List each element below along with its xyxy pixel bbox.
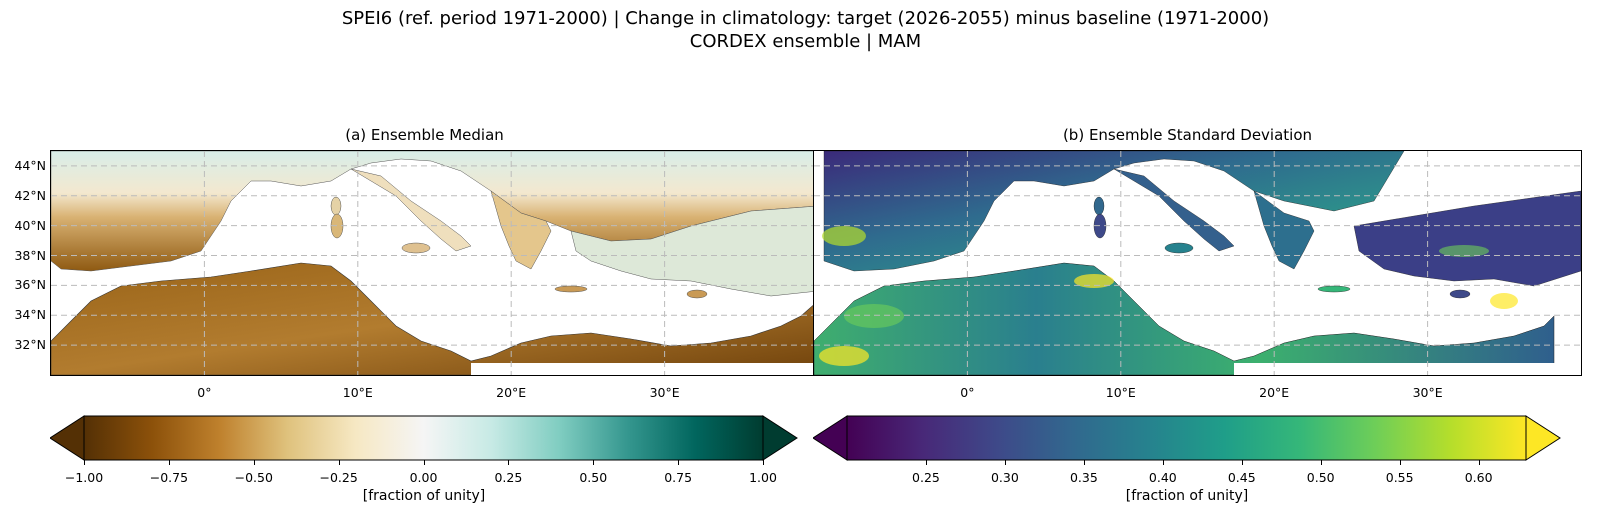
lon-label: 20°E bbox=[496, 385, 527, 400]
lat-label: 36°N bbox=[14, 277, 46, 293]
colorbar-tick-mark bbox=[1083, 460, 1085, 465]
stddev-map[interactable] bbox=[813, 150, 1582, 376]
figure-subtitle: CORDEX ensemble | MAM bbox=[689, 31, 922, 52]
median-map[interactable] bbox=[50, 150, 819, 376]
europe-land bbox=[823, 151, 1405, 272]
sicily bbox=[1164, 242, 1194, 254]
lon-label: 0° bbox=[960, 385, 975, 400]
colorbar-tick-label: −0.25 bbox=[319, 470, 358, 485]
colorbar-tick-mark bbox=[253, 460, 255, 465]
lat-label: 40°N bbox=[14, 217, 46, 233]
lat-label: 44°N bbox=[14, 157, 46, 173]
colorbar-tick-mark bbox=[168, 460, 170, 465]
crete bbox=[1317, 285, 1351, 293]
colorbar-stddev-label: [fraction of unity] bbox=[1125, 488, 1249, 504]
colorbar-stddev bbox=[813, 415, 1561, 461]
figure-title: SPEI6 (ref. period 1971-2000) | Change i… bbox=[341, 8, 1270, 29]
lon-label: 20°E bbox=[1259, 385, 1290, 400]
corsica bbox=[330, 196, 342, 216]
colorbar-median bbox=[50, 415, 798, 461]
colorbar-tick-label: −0.75 bbox=[149, 470, 189, 485]
colorbar-tick-mark bbox=[1162, 460, 1164, 465]
cyprus bbox=[686, 289, 708, 299]
colorbar-tick-label: 0.45 bbox=[1227, 470, 1256, 485]
colorbar-tick-mark bbox=[925, 460, 927, 465]
colorbar-tick-mark bbox=[1004, 460, 1006, 465]
lon-label: 10°E bbox=[1105, 385, 1136, 400]
italy-land bbox=[1113, 168, 1235, 252]
colorbar-tick-mark bbox=[84, 460, 85, 465]
colorbar-tick-label: −1.00 bbox=[64, 470, 104, 485]
lon-label: 10°E bbox=[342, 385, 373, 400]
colorbar-tick-mark bbox=[593, 460, 595, 465]
turkey-land bbox=[1353, 190, 1581, 287]
colorbar-tick-label: 0.25 bbox=[494, 470, 523, 485]
colorbar-tick-label: 0.25 bbox=[912, 470, 940, 485]
panel-a-title: (a) Ensemble Median bbox=[345, 126, 504, 144]
colorbar-tick-label: 0.55 bbox=[1385, 470, 1414, 485]
lon-label: 30°E bbox=[1412, 385, 1443, 400]
colorbar-tick-label: 0.00 bbox=[409, 470, 438, 485]
colorbar-tick-mark bbox=[423, 460, 425, 465]
colorbar-tick-label: 0.75 bbox=[664, 470, 693, 485]
lon-label: 30°E bbox=[649, 385, 680, 400]
lat-label: 42°N bbox=[14, 187, 46, 203]
colorbar-tick-label: −0.50 bbox=[234, 470, 273, 485]
colorbar-tick-mark bbox=[1478, 460, 1480, 465]
colorbar-tick-mark bbox=[763, 460, 764, 465]
italy-land bbox=[350, 168, 472, 252]
colorbar-tick-mark bbox=[1320, 460, 1322, 465]
colorbar-tick-label: 1.00 bbox=[749, 470, 777, 485]
lat-label: 32°N bbox=[14, 337, 46, 353]
africa-land bbox=[814, 262, 1555, 375]
colorbar-tick-label: 0.50 bbox=[579, 470, 608, 485]
corsica bbox=[1093, 196, 1105, 216]
colorbar-tick-label: 0.60 bbox=[1464, 470, 1493, 485]
lat-label: 38°N bbox=[14, 247, 46, 263]
africa-land bbox=[51, 262, 818, 375]
cyprus bbox=[1449, 289, 1471, 299]
greece-land bbox=[1253, 190, 1315, 270]
colorbar-tick-mark bbox=[678, 460, 680, 465]
colorbar-tick-label: 0.35 bbox=[1069, 470, 1098, 485]
colorbar-tick-mark bbox=[1399, 460, 1401, 465]
crete bbox=[554, 285, 588, 293]
sicily bbox=[401, 242, 431, 254]
greece-land bbox=[490, 190, 552, 270]
colorbar-tick-label: 0.40 bbox=[1148, 470, 1177, 485]
panel-b-title: (b) Ensemble Standard Deviation bbox=[1062, 126, 1313, 144]
colorbar-tick-label: 0.30 bbox=[990, 470, 1019, 485]
lon-label: 0° bbox=[197, 385, 212, 400]
lat-label: 34°N bbox=[14, 307, 46, 323]
colorbar-tick-mark bbox=[338, 460, 340, 465]
colorbar-tick-mark bbox=[1241, 460, 1243, 465]
colorbar-tick-label: 0.50 bbox=[1306, 470, 1335, 485]
colorbar-median-label: [fraction of unity] bbox=[362, 488, 486, 504]
colorbar-tick-mark bbox=[508, 460, 510, 465]
